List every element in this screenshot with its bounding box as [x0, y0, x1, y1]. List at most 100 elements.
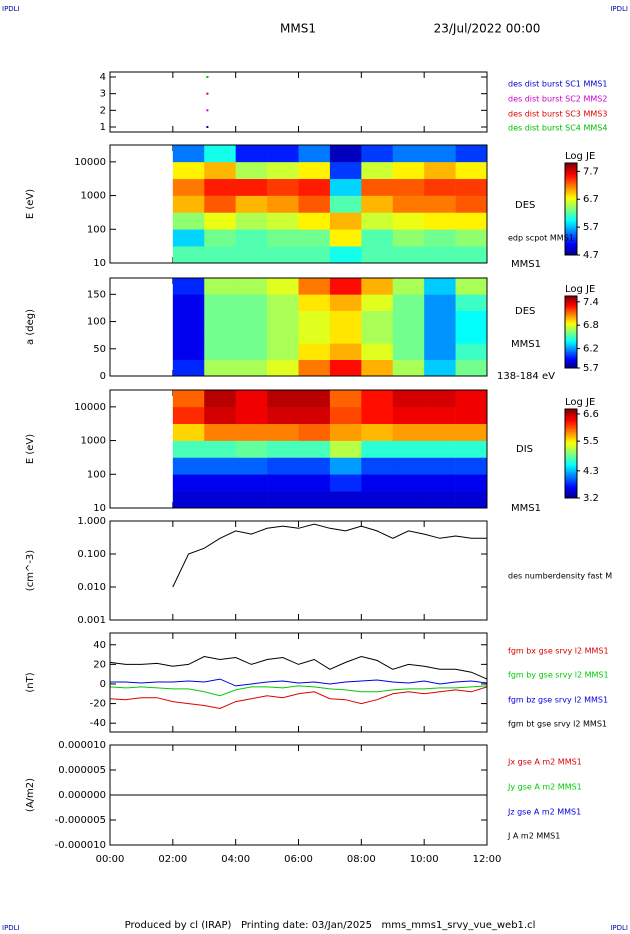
- colorbar-step: [565, 245, 577, 249]
- colorbar-step: [565, 174, 577, 178]
- heat-cell: [392, 145, 425, 163]
- colorbar-step: [565, 296, 577, 299]
- colorbar-step: [565, 238, 577, 242]
- colorbar-step: [565, 355, 577, 358]
- colorbar-frame: [564, 408, 578, 499]
- colorbar-step: [565, 181, 577, 185]
- colorbar-step: [565, 241, 577, 244]
- heat-cell: [392, 278, 425, 295]
- colorbar-step: [565, 415, 577, 419]
- annotation: 138-184 eV: [497, 371, 555, 382]
- heat-cell: [361, 310, 394, 328]
- colorbar-step: [565, 342, 577, 346]
- colorbar-step: [565, 353, 577, 356]
- annotation: edp scpot MMS1: [508, 234, 574, 243]
- heat-cell: [204, 406, 236, 425]
- colorbar-step: [565, 426, 577, 430]
- colorbar-step: [565, 446, 577, 450]
- heat-cell: [455, 145, 488, 163]
- heat-cell: [392, 474, 425, 492]
- heat-cell: [424, 229, 456, 247]
- heat-cell: [267, 390, 299, 408]
- heat-cell: [204, 343, 236, 360]
- colorbar-step: [565, 455, 577, 459]
- y-axis-label: (A/m2): [25, 778, 36, 812]
- legend-entry: fgm by gse srvy l2 MMS1: [508, 671, 609, 680]
- colorbar-label: 5.7: [583, 363, 599, 374]
- heat-cell: [392, 359, 425, 377]
- heat-cell: [267, 178, 299, 196]
- heat-cell: [204, 327, 236, 344]
- y-tick-label: 10: [93, 258, 106, 269]
- corner-label: IPDLI: [2, 924, 20, 932]
- colorbar-step: [565, 440, 577, 443]
- heat-cell: [424, 195, 456, 213]
- heat-cell: [267, 195, 299, 213]
- y-tick-label: 1000: [81, 436, 106, 447]
- colorbar-step: [565, 477, 577, 481]
- colorbar-step: [565, 213, 577, 217]
- heat-cell: [267, 294, 299, 311]
- heat-cell: [298, 327, 331, 344]
- heat-cell: [329, 278, 362, 295]
- colorbar-step: [565, 243, 577, 247]
- heat-cell: [329, 474, 362, 492]
- colorbar-step: [565, 364, 577, 367]
- corner-label: IPDLI: [610, 5, 628, 13]
- heat-cell: [235, 491, 268, 509]
- heat-cell: [329, 212, 362, 230]
- heat-cell: [235, 278, 268, 295]
- colorbar-step: [565, 326, 577, 329]
- colorbar-step: [565, 357, 577, 360]
- title: MMS1: [280, 22, 316, 36]
- heat-cell: [329, 195, 362, 213]
- legend-entry: Jy gse A m2 MMS1: [507, 783, 582, 792]
- heat-cell: [392, 310, 425, 328]
- heat-cell: [424, 212, 456, 230]
- colorbar-step: [565, 332, 577, 335]
- heat-cell: [172, 423, 205, 441]
- colorbar-step: [565, 324, 577, 328]
- heat-cell: [235, 327, 268, 344]
- heat-cell: [455, 457, 488, 475]
- heat-cell: [204, 390, 236, 408]
- heat-cell: [204, 145, 236, 163]
- heat-cell: [204, 423, 236, 441]
- colorbar-step: [565, 250, 577, 254]
- heat-cell: [329, 145, 362, 163]
- heat-cell: [424, 457, 456, 475]
- heat-cell: [329, 343, 362, 360]
- heat-cell: [172, 457, 205, 475]
- heat-cell: [172, 161, 205, 180]
- heat-cell: [361, 278, 394, 295]
- colorbar-step: [565, 195, 577, 198]
- heat-cell: [455, 294, 488, 311]
- heat-cell: [298, 178, 331, 196]
- y-tick-label: 50: [93, 344, 106, 355]
- colorbar-step: [565, 188, 577, 192]
- heat-cell: [267, 145, 299, 163]
- colorbar-step: [565, 197, 577, 201]
- y-tick-label: 0.100: [77, 549, 106, 560]
- colorbar-step: [565, 411, 577, 414]
- heat-cell: [267, 423, 299, 441]
- heat-cell: [424, 278, 456, 295]
- colorbar-step: [565, 417, 577, 421]
- heat-cell: [424, 440, 456, 458]
- heat-cell: [392, 457, 425, 475]
- heat-cell: [204, 310, 236, 328]
- heat-cell: [361, 195, 394, 213]
- heat-cell: [298, 310, 331, 328]
- heat-cell: [172, 195, 205, 213]
- heat-cell: [172, 178, 205, 196]
- colorbar-step: [565, 218, 577, 221]
- heat-cell: [298, 406, 331, 425]
- heat-cell: [329, 178, 362, 196]
- colorbar-step: [565, 460, 577, 463]
- series-line: [109, 686, 488, 710]
- heat-cell: [392, 294, 425, 311]
- heat-cell: [329, 327, 362, 344]
- panel-frame: [109, 144, 488, 264]
- colorbar-step: [565, 317, 577, 320]
- y-tick-label: 0.001: [77, 615, 106, 626]
